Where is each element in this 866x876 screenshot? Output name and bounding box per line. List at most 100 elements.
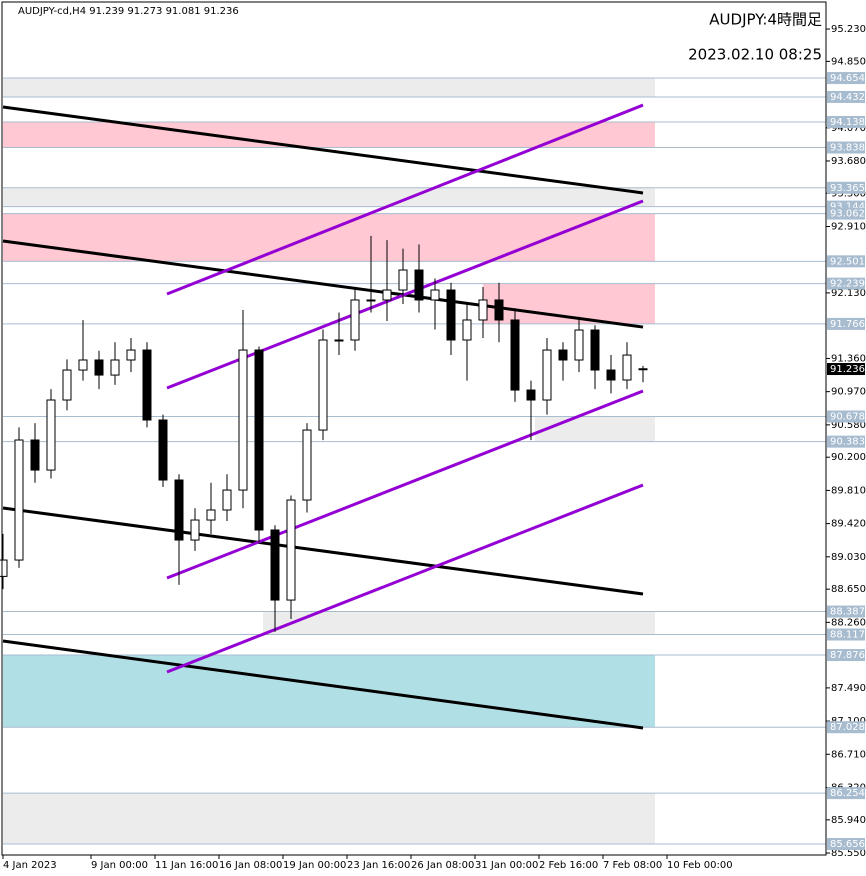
candle-body: [78, 359, 88, 371]
candle-body: [222, 489, 232, 511]
current-price-tag: [827, 363, 865, 376]
candle-body: [302, 429, 312, 501]
zone: [3, 121, 655, 148]
x-tick-label: 2 Feb 16:00: [539, 860, 598, 871]
candle-body: [478, 299, 488, 321]
level-tag: [827, 115, 865, 128]
level-label: 93.365: [830, 183, 865, 194]
candle-body: [606, 369, 616, 381]
y-tick-label: 89.030: [831, 552, 866, 563]
level-tag: [827, 277, 865, 290]
level-tag: [827, 141, 865, 154]
zone: [3, 793, 655, 845]
candle-body: [46, 399, 56, 471]
level-tag: [827, 317, 865, 330]
candle-body: [414, 269, 424, 301]
y-tick-label: 89.420: [831, 519, 866, 530]
chart-header: AUDJPY-cd,H4 91.239 91.273 91.081 91.236: [18, 6, 239, 17]
y-tick-label: 91.360: [831, 353, 866, 364]
level-label: 92.239: [830, 279, 865, 290]
x-tick-label: 9 Jan 00:00: [91, 860, 148, 871]
level-tag: [827, 605, 865, 618]
level-tag: [827, 72, 865, 85]
candle-body: [238, 349, 248, 491]
y-tick-label: 95.230: [831, 24, 866, 35]
level-label: 87.876: [830, 650, 865, 661]
y-tick-label: 93.300: [831, 188, 866, 199]
candle-body: [574, 329, 584, 361]
candle-body: [318, 339, 328, 431]
candle-body: [446, 289, 456, 341]
level-label: 88.117: [830, 630, 865, 641]
candle-body: [638, 368, 648, 371]
candle-body: [110, 359, 120, 376]
trendline: [2, 506, 644, 596]
y-tick-label: 94.850: [831, 56, 866, 67]
chart-title: AUDJPY:4時間足: [709, 11, 822, 29]
y-tick-label: 94.070: [831, 123, 866, 134]
candle-body: [462, 319, 472, 341]
candle-body: [174, 479, 184, 541]
x-tick-label: 23 Jan 16:00: [347, 860, 410, 871]
level-label: 86.254: [830, 788, 865, 799]
y-tick-label: 88.650: [831, 584, 866, 595]
level-tag: [827, 787, 865, 800]
level-tag: [827, 90, 865, 103]
candle-body: [206, 509, 216, 521]
level-label: 94.138: [830, 117, 865, 128]
current-price-label: 91.236: [830, 364, 865, 375]
candle-body: [14, 439, 24, 561]
level-label: 90.678: [830, 412, 865, 423]
candle-body: [254, 349, 264, 531]
y-tick-label: 89.810: [831, 485, 866, 496]
candle-body: [190, 519, 200, 541]
zone: [263, 611, 655, 635]
x-tick-label: 16 Jan 08:00: [219, 860, 282, 871]
candle-body: [286, 499, 296, 601]
candle-body: [142, 349, 152, 421]
candle-body: [494, 299, 504, 321]
y-tick-label: 93.680: [831, 156, 866, 167]
y-tick-label: 90.580: [831, 420, 866, 431]
trendline: [2, 239, 644, 329]
trendline: [166, 103, 644, 296]
level-label: 94.654: [830, 73, 865, 84]
candle-body: [126, 349, 136, 361]
candle-body: [382, 289, 392, 301]
candle-body: [542, 349, 552, 401]
level-tag: [827, 207, 865, 220]
x-tick-label: 11 Jan 16:00: [155, 860, 218, 871]
level-tag: [827, 410, 865, 423]
y-tick-label: 90.970: [831, 387, 866, 398]
candle-body: [526, 389, 536, 401]
level-label: 90.383: [830, 437, 865, 448]
y-tick-label: 87.490: [831, 683, 866, 694]
candle-body: [366, 299, 376, 302]
level-tag: [827, 255, 865, 268]
candle-body: [510, 319, 520, 391]
candle-body: [334, 339, 344, 342]
x-tick-label: 19 Jan 00:00: [283, 860, 346, 871]
level-label: 93.838: [830, 143, 865, 154]
zone: [535, 416, 655, 442]
candle-body: [430, 289, 440, 301]
x-tick-label: 4 Jan 2023: [3, 860, 57, 871]
level-label: 94.432: [830, 92, 865, 103]
level-tag: [827, 181, 865, 194]
candle-body: [270, 529, 280, 601]
candle-body: [0, 559, 8, 577]
candle-body: [558, 349, 568, 361]
candle-body: [158, 419, 168, 481]
candle-body: [350, 299, 360, 341]
x-tick-label: 7 Feb 08:00: [603, 860, 662, 871]
level-label: 92.501: [830, 256, 865, 267]
y-tick-label: 88.260: [831, 617, 866, 628]
level-label: 85.656: [830, 839, 865, 850]
y-tick-label: 85.550: [831, 848, 866, 859]
candle-body: [590, 329, 600, 371]
y-tick-label: 86.710: [831, 749, 866, 760]
level-label: 93.062: [830, 209, 865, 220]
y-tick-label: 92.910: [831, 222, 866, 233]
y-tick-label: 85.940: [831, 815, 866, 826]
